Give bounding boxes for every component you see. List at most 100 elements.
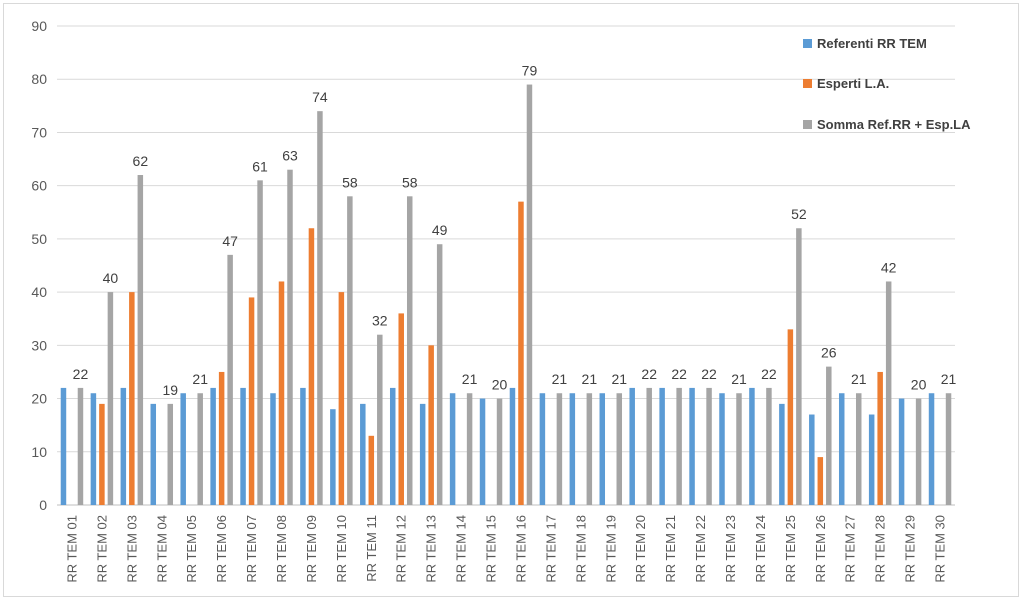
bar-somma	[766, 387, 772, 505]
x-tick-label: RR TEM 26	[813, 515, 828, 583]
bar-somma	[736, 393, 742, 505]
bar-esperti	[817, 457, 824, 505]
bar-esperti	[278, 281, 285, 505]
y-tick-label: 30	[31, 337, 47, 353]
bar-somma	[377, 334, 383, 505]
data-label: 79	[522, 63, 538, 79]
y-tick-label: 20	[31, 391, 47, 407]
x-tick-label: RR TEM 01	[64, 515, 79, 583]
x-tick-label: RR TEM 05	[184, 515, 199, 583]
data-label: 22	[701, 366, 717, 382]
bar-referenti	[389, 387, 396, 505]
bar-somma	[197, 393, 203, 505]
y-tick-label: 90	[31, 18, 47, 34]
data-label: 21	[731, 371, 747, 387]
bar-esperti	[428, 345, 434, 505]
bar-referenti	[838, 393, 845, 505]
bar-somma	[466, 393, 473, 505]
bar-somma	[317, 111, 323, 506]
data-label: 19	[162, 382, 178, 398]
bar-referenti	[599, 393, 606, 505]
x-tick-label: RR TEM 12	[394, 515, 409, 583]
legend-label: Somma Ref.RR + Esp.LA	[817, 117, 971, 132]
data-label: 21	[582, 371, 598, 387]
data-label: 49	[432, 222, 448, 238]
x-tick-label: RR TEM 11	[364, 515, 379, 582]
data-label: 20	[492, 377, 508, 393]
data-label: 21	[462, 371, 478, 387]
legend-swatch	[803, 79, 812, 88]
data-label: 21	[851, 371, 867, 387]
x-tick-label: RR TEM 19	[603, 515, 618, 583]
data-label: 32	[372, 313, 388, 329]
bar-referenti	[360, 403, 366, 505]
bar-somma	[796, 228, 802, 505]
bar-referenti	[689, 387, 695, 505]
data-label: 26	[821, 345, 837, 361]
bar-esperti	[398, 313, 404, 505]
x-tick-label: RR TEM 24	[753, 515, 768, 583]
bar-somma	[556, 393, 563, 505]
bar-referenti	[60, 387, 67, 505]
legend-label: Referenti RR TEM	[817, 36, 927, 51]
data-label: 21	[941, 371, 957, 387]
bar-esperti	[518, 201, 524, 505]
y-tick-label: 0	[39, 497, 47, 513]
legend: Referenti RR TEM Esperti L.A. Somma Ref.RR…	[803, 36, 971, 132]
bar-referenti	[330, 409, 336, 505]
bar-referenti	[779, 403, 785, 505]
x-tick-label: RR TEM 27	[843, 515, 858, 583]
x-tick-label: RR TEM 22	[693, 515, 708, 583]
bar-referenti	[659, 387, 665, 505]
bar-referenti	[868, 414, 875, 505]
data-label: 58	[342, 174, 358, 190]
x-tick-label: RR TEM 21	[663, 515, 678, 583]
bar-referenti	[449, 393, 456, 505]
bar-somma	[347, 196, 353, 506]
y-axis: 0 10 20 30 40 50 60 70 80 90	[31, 18, 47, 513]
bar-esperti	[877, 371, 883, 505]
data-label: 58	[402, 174, 418, 190]
x-tick-label: RR TEM 14	[454, 515, 469, 583]
x-tick-label: RR TEM 18	[573, 515, 588, 583]
y-tick-label: 40	[31, 284, 47, 300]
bar-somma	[287, 169, 293, 505]
bar-somma	[915, 398, 922, 505]
bar-somma	[945, 393, 952, 505]
x-tick-label: RR TEM 15	[484, 515, 499, 583]
bar-somma	[616, 393, 623, 505]
bars	[60, 84, 952, 506]
bar-somma	[706, 387, 712, 505]
legend-swatch	[803, 39, 812, 48]
bar-referenti	[210, 387, 216, 505]
bar-esperti	[99, 403, 105, 505]
data-label: 22	[73, 366, 89, 382]
data-label: 40	[103, 270, 119, 286]
x-tick-label: RR TEM 25	[783, 515, 798, 583]
bar-referenti	[180, 393, 186, 505]
bar-referenti	[479, 398, 486, 505]
y-tick-label: 80	[31, 71, 47, 87]
bar-somma	[227, 254, 233, 505]
bar-referenti	[419, 403, 426, 505]
x-tick-label: RR TEM 09	[304, 515, 319, 583]
bar-referenti	[898, 398, 905, 505]
bar-esperti	[368, 435, 375, 505]
bar-somma	[77, 387, 84, 505]
x-axis: RR TEM 01 RR TEM 02 RR TEM 03 RR TEM 04 RR T…	[64, 515, 947, 583]
bar-esperti	[248, 297, 255, 505]
data-label: 22	[641, 366, 657, 382]
bar-referenti	[569, 393, 576, 505]
x-tick-label: RR TEM 07	[244, 515, 259, 583]
bar-referenti	[749, 387, 755, 505]
x-tick-label: RR TEM 28	[873, 515, 888, 583]
bar-esperti	[308, 228, 315, 505]
bar-somma	[257, 180, 263, 505]
bar-referenti	[150, 403, 157, 505]
y-tick-label: 50	[31, 231, 47, 247]
x-tick-label: RR TEM 04	[154, 515, 169, 583]
bar-esperti	[787, 329, 794, 505]
x-tick-label: RR TEM 02	[94, 515, 109, 583]
bar-referenti	[928, 393, 935, 505]
